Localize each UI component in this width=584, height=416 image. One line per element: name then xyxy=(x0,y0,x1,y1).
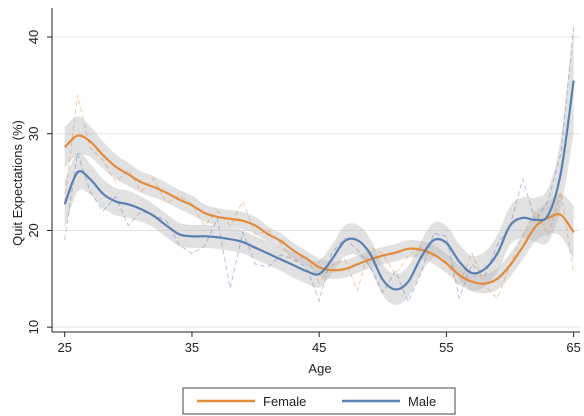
y-tick-label-30: 30 xyxy=(26,126,41,140)
x-axis-title: Age xyxy=(308,361,331,376)
legend-label-male: Male xyxy=(408,394,436,409)
series-line-female xyxy=(63,134,575,285)
legend: Female Male xyxy=(182,387,456,415)
y-tick-label-10: 10 xyxy=(26,320,41,334)
series-line-female-raw xyxy=(64,94,575,300)
x-tick-label-25: 25 xyxy=(57,340,71,355)
x-tick-label-45: 45 xyxy=(312,340,326,355)
y-tick-label-20: 20 xyxy=(26,223,41,237)
y-axis-title: Quit Expectations (%) xyxy=(10,120,25,246)
series-line-male xyxy=(63,80,575,291)
x-tick-label-55: 55 xyxy=(439,340,453,355)
grid-lines xyxy=(52,36,580,328)
tick-marks: 25 35 45 55 65 10 20 30 40 xyxy=(26,30,581,355)
y-tick-label-40: 40 xyxy=(26,30,41,44)
series-lines xyxy=(63,27,575,304)
x-tick-label-65: 65 xyxy=(566,340,580,355)
x-tick-label-35: 35 xyxy=(185,340,199,355)
legend-label-female: Female xyxy=(263,394,306,409)
axes xyxy=(51,8,580,333)
